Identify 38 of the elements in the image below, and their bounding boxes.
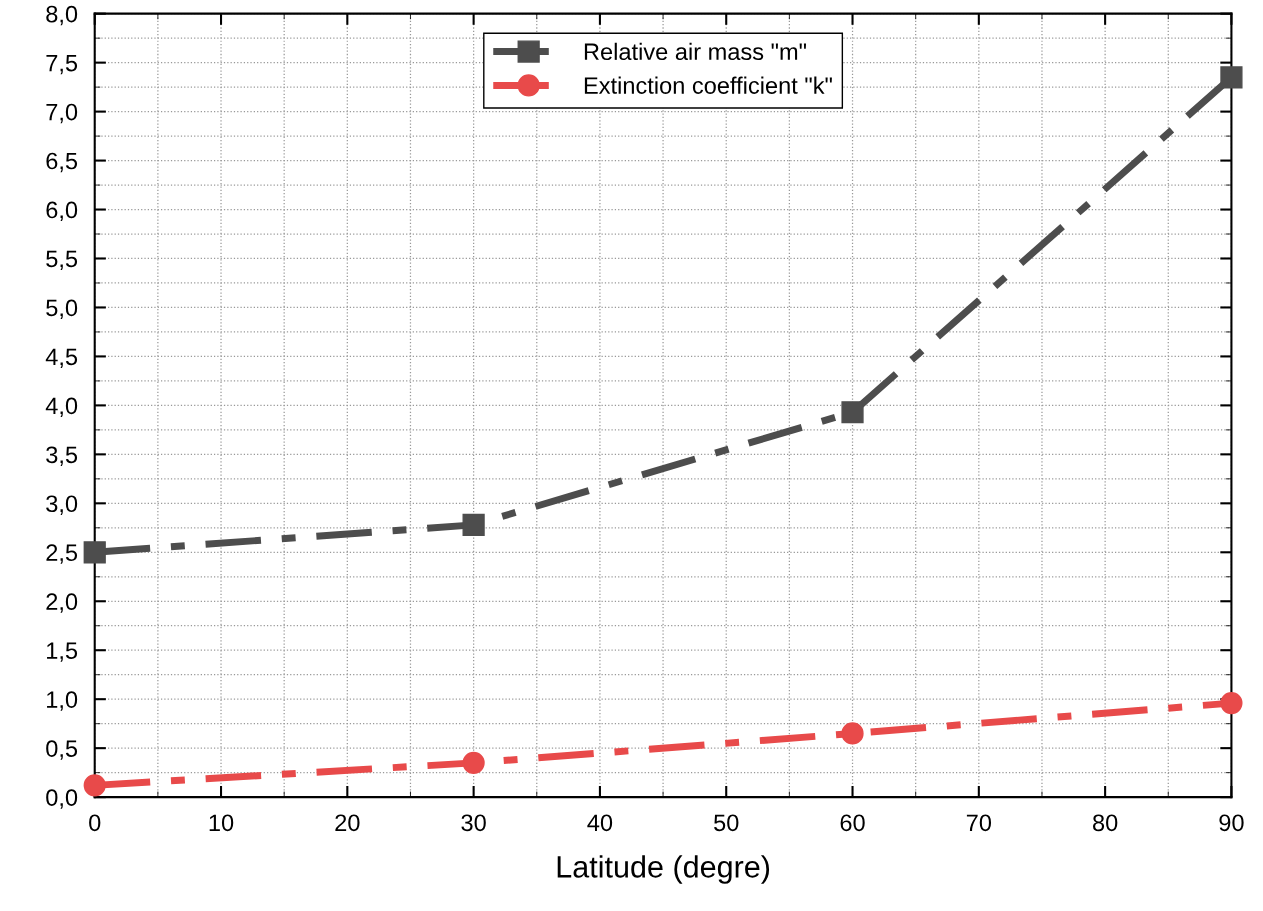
point: [1220, 66, 1243, 89]
y-tick-label: 5,0: [46, 299, 78, 320]
y-tick-label: 6,0: [46, 201, 78, 222]
x-tick-label: 20: [335, 814, 360, 832]
y-tick-label: 5,5: [46, 250, 78, 271]
legend-label: Extinction coefficient "k": [584, 76, 832, 94]
point: [462, 751, 485, 774]
y-tick-label: 4,5: [45, 348, 78, 369]
y-tick-label: 1,0: [47, 691, 78, 711]
x-tick-label: 80: [1093, 814, 1118, 832]
point: [83, 541, 106, 564]
point: [462, 513, 485, 536]
x-tick-label: 30: [461, 814, 486, 832]
x-tick-label: 0: [89, 814, 101, 832]
point: [83, 774, 106, 797]
y-tick-label: 2,5: [46, 544, 78, 564]
y-tick-label: 7,5: [46, 54, 78, 75]
y-tick-label: 1,5: [47, 642, 78, 662]
y-tick-label: 0,5: [46, 740, 78, 760]
y-tick-label: 0,0: [46, 789, 78, 809]
x-tick-label: 70: [966, 814, 992, 832]
x-tick-label: 10: [209, 814, 234, 832]
point: [841, 401, 864, 424]
point: [1220, 691, 1243, 715]
y-tick-label: 3,5: [46, 446, 78, 466]
x-tick-label: 50: [714, 814, 739, 832]
x-tick-label: 60: [840, 814, 865, 832]
x-tick-label: 90: [1219, 814, 1244, 832]
y-tick-label: 8,0: [46, 5, 78, 26]
x-axis-title: Latitude (degre): [557, 855, 770, 884]
y-tick-label: 2,0: [46, 593, 78, 613]
point: [841, 722, 864, 745]
y-tick-label: 3,0: [46, 495, 78, 515]
y-tick-label: 7,0: [46, 103, 78, 124]
y-tick-label: 6,5: [46, 152, 78, 173]
x-tick-label: 40: [587, 814, 613, 832]
legend-label: Relative air mass "m": [584, 42, 807, 61]
y-tick-label: 4,0: [45, 397, 78, 417]
